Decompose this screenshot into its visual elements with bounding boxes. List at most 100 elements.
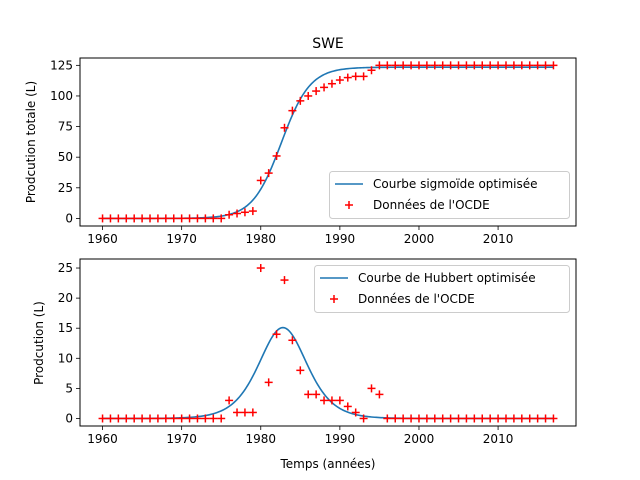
data-point — [462, 414, 471, 423]
bottom-chart-panel: Prodcution (L) Temps (années) 1960 1970 19… — [32, 258, 577, 471]
data-point — [359, 72, 368, 81]
data-point — [153, 414, 162, 423]
data-point — [533, 61, 542, 70]
legend-marker-swatch — [345, 201, 353, 209]
data-point — [438, 414, 447, 423]
data-point — [414, 414, 423, 423]
data-point — [193, 214, 202, 223]
y-tick-label: 10 — [58, 351, 73, 365]
data-point — [272, 151, 281, 160]
data-point — [327, 79, 336, 88]
legend: Courbe de Hubbert optimisée Données de l… — [314, 265, 570, 313]
data-point — [454, 61, 463, 70]
data-point — [446, 61, 455, 70]
data-point — [320, 83, 329, 92]
data-point — [114, 414, 123, 423]
y-tick-label: 0 — [65, 211, 73, 225]
data-point — [256, 176, 265, 185]
data-point — [430, 414, 439, 423]
y-tick-label: 75 — [58, 120, 73, 134]
data-point — [541, 414, 550, 423]
data-point — [161, 414, 170, 423]
x-tick-label: 2010 — [483, 432, 514, 446]
axes-frame — [79, 57, 577, 227]
data-point — [454, 414, 463, 423]
data-point — [541, 61, 550, 70]
x-tick-label: 1990 — [325, 432, 356, 446]
data-point — [367, 66, 376, 75]
data-point — [122, 414, 131, 423]
data-point — [501, 414, 510, 423]
data-point — [185, 214, 194, 223]
x-tick-label: 2000 — [404, 432, 435, 446]
data-point — [130, 414, 139, 423]
data-point — [430, 61, 439, 70]
data-point — [501, 61, 510, 70]
data-point — [549, 414, 558, 423]
data-point — [470, 61, 479, 70]
tick-group: 1960 1970 1980 1990 2000 2010 0 25 50 75 100 125 — [50, 58, 513, 246]
data-point — [98, 214, 107, 223]
data-point — [296, 96, 305, 105]
data-point — [422, 414, 431, 423]
top-chart-panel: SWE Prodcution totale (L) 1960 1970 1980 19… — [24, 36, 577, 246]
data-point — [486, 61, 495, 70]
data-point — [343, 402, 352, 411]
data-point — [98, 414, 107, 423]
data-point — [153, 214, 162, 223]
data-point — [106, 214, 115, 223]
data-point — [296, 366, 305, 375]
data-point — [248, 207, 257, 216]
data-point — [383, 414, 392, 423]
data-point — [161, 214, 170, 223]
data-point — [256, 264, 265, 273]
x-tick-label: 1990 — [325, 232, 356, 246]
y-tick-label: 20 — [58, 291, 73, 305]
data-point — [312, 390, 321, 399]
data-point — [304, 91, 313, 100]
data-point — [264, 378, 273, 387]
y-tick-label: 25 — [58, 261, 73, 275]
x-axis-label: Temps (années) — [280, 457, 376, 471]
data-point — [177, 414, 186, 423]
data-point — [209, 214, 218, 223]
data-point — [225, 210, 234, 219]
data-point — [533, 414, 542, 423]
data-point — [217, 414, 226, 423]
data-point — [312, 87, 321, 96]
data-point — [233, 209, 242, 218]
data-point — [193, 414, 202, 423]
x-tick-label: 1960 — [87, 232, 118, 246]
data-point — [375, 390, 384, 399]
data-point — [517, 414, 526, 423]
data-point — [478, 61, 487, 70]
data-point — [509, 61, 518, 70]
data-point — [320, 396, 329, 405]
x-tick-label: 1970 — [166, 232, 197, 246]
data-point — [391, 414, 400, 423]
data-point — [391, 61, 400, 70]
y-axis-label: Prodcution (L) — [32, 301, 46, 385]
y-tick-label: 125 — [50, 58, 73, 72]
y-tick-label: 25 — [58, 181, 73, 195]
data-point — [225, 396, 234, 405]
data-point — [399, 414, 408, 423]
y-tick-label: 0 — [65, 411, 73, 425]
data-point — [494, 414, 503, 423]
data-point — [146, 214, 155, 223]
data-point — [280, 276, 289, 285]
plot-area — [98, 61, 558, 223]
y-axis-label: Prodcution totale (L) — [24, 81, 38, 203]
data-point — [494, 61, 503, 70]
legend-box — [314, 265, 570, 313]
data-point — [478, 414, 487, 423]
data-point — [486, 414, 495, 423]
data-point — [264, 169, 273, 178]
data-point — [517, 61, 526, 70]
data-point — [335, 396, 344, 405]
data-point — [185, 414, 194, 423]
data-point — [304, 390, 313, 399]
y-tick-label: 50 — [58, 150, 73, 164]
